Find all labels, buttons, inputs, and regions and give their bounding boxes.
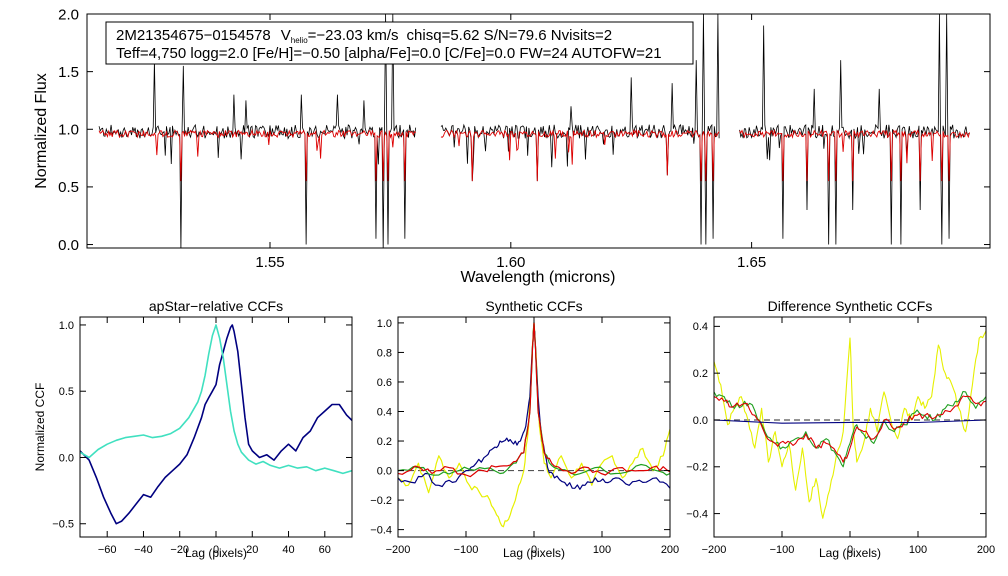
apstar-ccf-ticks: −60 −40 −20 0 20 40 60 −0.5 0.0 0.5 1.0 xyxy=(52,317,352,556)
y-tick-label: 0.5 xyxy=(59,386,74,398)
x-tick-label: −20 xyxy=(170,544,189,556)
spectrum-plot-area xyxy=(98,14,970,248)
x-tick-label: 100 xyxy=(593,544,611,556)
y-tick-label: 0.2 xyxy=(693,368,708,380)
ccf-series-yellow xyxy=(714,330,986,519)
x-tick-label: −200 xyxy=(386,544,411,556)
y-tick-label: 0.0 xyxy=(693,415,708,427)
synthetic-ccf-ticks: −200 −100 0 100 200 −0.4 −0.2 0.0 0.2 0.4 0.6 0.8 1.… xyxy=(370,317,679,556)
x-tick-label: −60 xyxy=(98,544,117,556)
y-tick-label: −0.4 xyxy=(370,524,392,536)
x-tick-label: 1.60 xyxy=(496,254,525,271)
x-tick-label: 1.65 xyxy=(737,254,766,271)
y-tick-label: 0.0 xyxy=(58,237,79,254)
y-tick-label: 1.0 xyxy=(377,318,392,330)
observed-spectrum-line xyxy=(739,14,970,245)
spectrum-ticks: 1.55 1.60 1.65 0.0 0.5 1.0 1.5 2.0 xyxy=(58,6,990,271)
x-tick-label: −100 xyxy=(454,544,479,556)
x-tick-label: 60 xyxy=(319,544,331,556)
model-spectrum-line xyxy=(440,128,720,182)
x-tick-label: 200 xyxy=(977,544,995,556)
spectrum-annotation: 2M21354675−0154578 Vhelio=−23.03 km/s chis… xyxy=(105,21,694,65)
synthetic-ccf-x-axis-label: Lag (pixels) xyxy=(503,546,565,560)
x-tick-label: −40 xyxy=(134,544,153,556)
y-tick-label: 0.0 xyxy=(59,452,74,464)
y-tick-label: 0.4 xyxy=(693,321,708,333)
ccf-series-red xyxy=(714,395,986,463)
x-tick-label: 0 xyxy=(531,544,537,556)
ccf-series-green xyxy=(714,390,986,468)
apstar-ccf-plot-area xyxy=(80,324,352,525)
x-tick-label: 200 xyxy=(661,544,679,556)
difference-ccf-ticks: −200 −100 0 100 200 −0.4 −0.2 0.0 0.2 0.4 xyxy=(686,317,995,556)
apstar-ccf-panel: apStar−relative CCFs −60 −40 −20 0 20 40 60 −0.… xyxy=(33,298,353,560)
spectrum-y-axis-label: Normalized Flux xyxy=(33,73,50,189)
y-tick-label: 0.8 xyxy=(377,347,392,359)
spectrum-axes-frame xyxy=(86,13,991,249)
y-tick-label: 0.0 xyxy=(377,465,392,477)
x-tick-label: 1.55 xyxy=(255,254,284,271)
ccf-series-yellow xyxy=(398,322,670,528)
fit-statistics: chisq=5.62 S/N=79.6 Nvisits=2 xyxy=(407,27,613,44)
x-tick-label: 100 xyxy=(909,544,927,556)
ccf-series-visit-1 xyxy=(80,324,352,525)
y-tick-label: 0.2 xyxy=(377,436,392,448)
synthetic-ccf-panel: Synthetic CCFs −200 −100 0 100 200 −0.4 −0.2 0.… xyxy=(370,298,679,560)
ccf-series-navy xyxy=(398,322,670,490)
y-tick-label: 1.5 xyxy=(58,64,79,81)
x-tick-label: 0 xyxy=(847,544,853,556)
apstar-ccf-y-axis-label: Normalized CCF xyxy=(33,383,47,472)
y-tick-label: −0.5 xyxy=(52,519,74,531)
annotation-box xyxy=(105,21,694,65)
difference-ccf-title: Difference Synthetic CCFs xyxy=(768,298,933,314)
apstar-ccf-axes-frame xyxy=(79,316,353,538)
y-tick-label: 1.0 xyxy=(59,320,74,332)
x-tick-label: 20 xyxy=(246,544,258,556)
y-tick-label: 0.6 xyxy=(377,377,392,389)
velocity-symbol: V xyxy=(281,27,291,44)
synthetic-ccf-plot-area xyxy=(398,322,670,528)
y-tick-label: 0.5 xyxy=(58,179,79,196)
apstar-ccf-title: apStar−relative CCFs xyxy=(149,298,283,314)
ccf-series-green xyxy=(398,322,670,476)
model-spectrum-line xyxy=(739,129,970,182)
x-tick-label: 40 xyxy=(282,544,294,556)
model-spectrum-line xyxy=(98,128,416,182)
velocity-subscript: helio xyxy=(291,36,308,45)
apstar-ccf-x-axis-label: Lag (pixels) xyxy=(185,546,247,560)
star-id: 2M21354675−0154578 xyxy=(116,27,271,44)
y-tick-label: 2.0 xyxy=(58,6,79,23)
spectrum-x-axis-label: Wavelength (microns) xyxy=(460,269,615,286)
difference-ccf-x-axis-label: Lag (pixels) xyxy=(819,546,881,560)
y-tick-label: 1.0 xyxy=(58,122,79,139)
observed-spectrum-line xyxy=(440,14,720,245)
synthetic-ccf-axes-frame xyxy=(397,316,671,538)
difference-ccf-plot-area xyxy=(714,330,986,519)
x-tick-label: 0 xyxy=(213,544,219,556)
synthetic-ccf-title: Synthetic CCFs xyxy=(485,298,582,314)
ccf-series-red xyxy=(398,322,670,478)
spectrum-panel: 1.55 1.60 1.65 0.0 0.5 1.0 1.5 2.0 2M21354675−0… xyxy=(33,6,991,286)
x-tick-label: −100 xyxy=(770,544,795,556)
ccf-series-navy xyxy=(714,419,986,424)
annotation-line-1: 2M21354675−0154578 Vhelio=−23.03 km/s chis… xyxy=(116,27,612,45)
velocity-value: =−23.03 km/s xyxy=(308,27,399,44)
ccf-series-visit-2 xyxy=(80,324,352,475)
y-tick-label: 0.4 xyxy=(377,406,392,418)
difference-ccf-panel: Difference Synthetic CCFs −200 −100 0 100 20… xyxy=(686,298,995,560)
x-tick-label: −200 xyxy=(702,544,727,556)
y-tick-label: −0.2 xyxy=(686,462,708,474)
y-tick-label: −0.4 xyxy=(686,508,708,520)
y-tick-label: −0.2 xyxy=(370,495,392,507)
stellar-parameters: Teff=4,750 logg=2.0 [Fe/H]=−0.50 [alpha/… xyxy=(116,45,662,62)
